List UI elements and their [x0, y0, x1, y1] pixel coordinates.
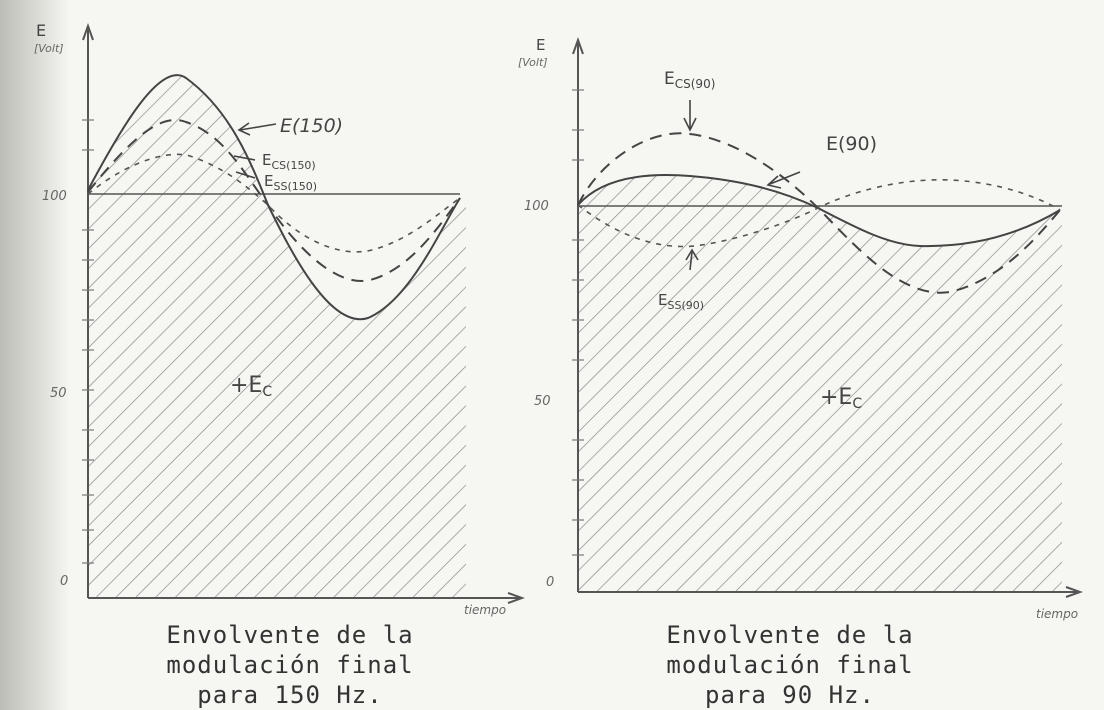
right-y-axis-unit: [Volt]: [518, 56, 548, 69]
right-label-arrows: [683, 100, 801, 271]
right-label-e-cs-sub: CS(90): [675, 77, 716, 91]
right-curve-e-ss: [577, 179, 1061, 248]
left-label-arrows: [233, 122, 277, 179]
left-area-label-main: +E: [230, 373, 262, 398]
left-y-axis-label: E: [36, 21, 46, 40]
right-x-arrowhead: [1065, 586, 1083, 598]
left-caption-line-3: para 150 Hz.: [197, 681, 383, 709]
right-panel: E [Volt] 100 50 0 ECS(90) E(90) ESS(90) …: [518, 36, 1083, 621]
left-tick-label-0: 0: [60, 574, 68, 589]
right-tick-label-50: 50: [534, 394, 551, 409]
left-panel: E [Volt] 100 50 0 E(150) ECS(150) ESS(15…: [34, 21, 525, 617]
left-area-label-sub: C: [262, 384, 272, 400]
left-label-e-cs-sub: CS(150): [271, 159, 315, 172]
left-area-label: +EC: [230, 373, 272, 400]
right-tick-label-0: 0: [546, 575, 554, 590]
left-x-axis-label: tiempo: [464, 603, 506, 617]
left-caption: Envolvente de la modulación final para 1…: [130, 620, 450, 710]
right-y-axis-label: E: [536, 36, 545, 54]
right-x-axis-label: tiempo: [1036, 607, 1078, 621]
left-label-e-ss-sub: SS(150): [273, 180, 317, 193]
right-label-e-ss-main: E: [658, 291, 667, 309]
left-curve-e-cs: [87, 119, 461, 282]
left-y-arrowhead: [82, 23, 94, 41]
right-label-e-cs-main: E: [664, 69, 675, 89]
left-curve-e-ss: [87, 153, 461, 253]
left-x-arrowhead: [507, 592, 525, 604]
left-label-e-total: E(150): [280, 115, 343, 137]
left-label-e-cs-main: E: [262, 151, 271, 169]
right-area-label-sub: C: [852, 396, 862, 412]
left-tick-label-100: 100: [42, 189, 67, 204]
right-label-e-ss: ESS(90): [658, 291, 704, 312]
right-label-e-cs: ECS(90): [664, 69, 715, 91]
right-caption-line-2: modulación final: [666, 651, 914, 679]
right-label-e-total: E(90): [826, 133, 877, 155]
left-caption-line-1: Envolvente de la: [166, 621, 414, 649]
scanned-page-edge: [0, 0, 70, 710]
right-hatched-area: [578, 175, 1062, 592]
right-caption-line-3: para 90 Hz.: [705, 681, 875, 709]
right-caption-line-1: Envolvente de la: [666, 621, 914, 649]
left-label-e-cs: ECS(150): [262, 151, 316, 172]
left-tick-label-50: 50: [50, 386, 67, 401]
right-area-label: +EC: [820, 385, 862, 412]
left-y-ticks: [82, 119, 94, 564]
left-label-e-ss-main: E: [264, 172, 273, 190]
right-label-e-ss-sub: SS(90): [667, 299, 704, 312]
left-label-e-ss: ESS(150): [264, 172, 317, 193]
right-tick-label-100: 100: [524, 199, 549, 214]
right-y-ticks: [572, 89, 584, 556]
left-hatched-area: [88, 75, 466, 599]
right-caption: Envolvente de la modulación final para 9…: [620, 620, 960, 710]
left-caption-line-2: modulación final: [166, 651, 414, 679]
right-area-label-main: +E: [820, 385, 852, 410]
left-y-axis-unit: [Volt]: [34, 42, 64, 55]
right-y-arrowhead: [572, 37, 584, 55]
